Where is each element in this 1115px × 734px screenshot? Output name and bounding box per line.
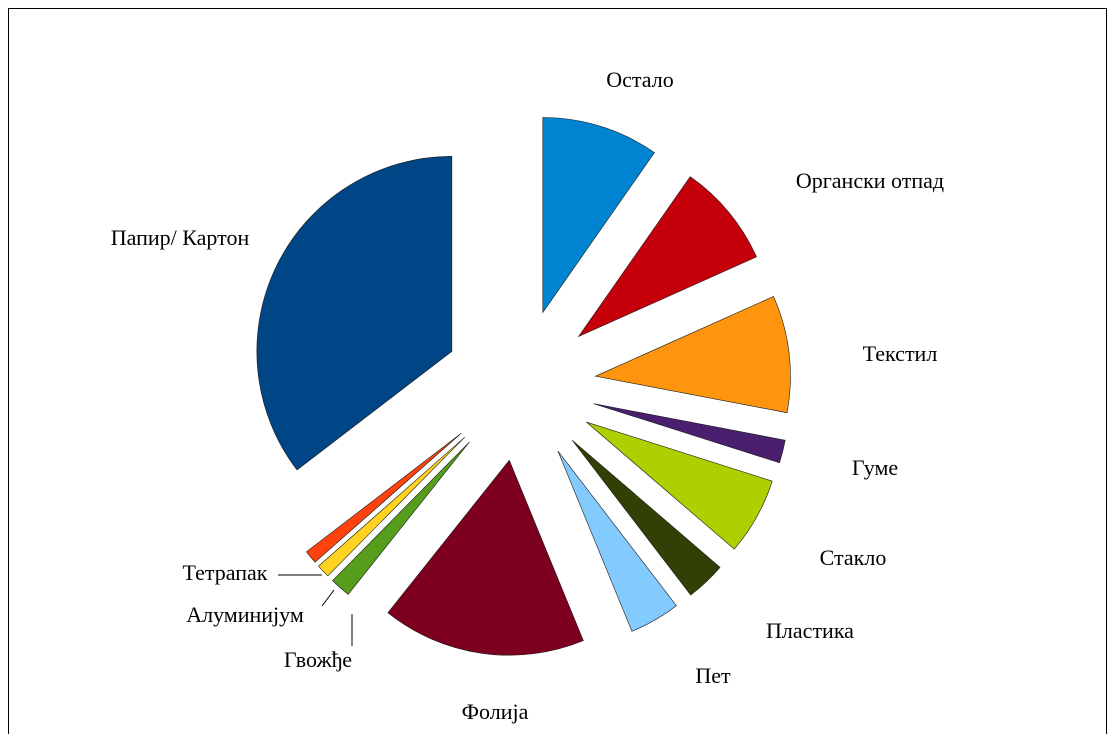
slice-label: Пластика	[766, 618, 854, 643]
slice-label: Гуме	[852, 455, 898, 480]
pie-slice	[387, 459, 584, 656]
slice-label: Текстил	[863, 341, 938, 366]
slice-label: Папир/ Картон	[111, 225, 250, 250]
slice-label: Пет	[695, 663, 731, 688]
pie-slice	[306, 433, 462, 563]
pie-slice	[593, 403, 786, 464]
pie-slice	[542, 117, 655, 314]
pie-slice	[571, 440, 721, 596]
slice-label: Тетрапак	[183, 560, 268, 585]
pie-slice	[256, 156, 453, 471]
pie-slice	[318, 436, 465, 577]
chart-frame	[8, 8, 1107, 734]
slice-label: Стакло	[820, 545, 887, 570]
pie-slice	[586, 421, 773, 550]
slice-label: Гвожђе	[284, 647, 352, 672]
pie-slice	[577, 176, 757, 338]
slice-label: Фолија	[462, 699, 529, 724]
slice-label: Органски отпад	[796, 168, 944, 193]
pie-slice	[594, 296, 791, 414]
pie-slice	[557, 450, 677, 632]
leader-line	[321, 589, 335, 607]
slice-label: Остало	[606, 67, 673, 92]
slice-label: Алуминијум	[186, 602, 304, 627]
pie-slice	[332, 441, 470, 595]
